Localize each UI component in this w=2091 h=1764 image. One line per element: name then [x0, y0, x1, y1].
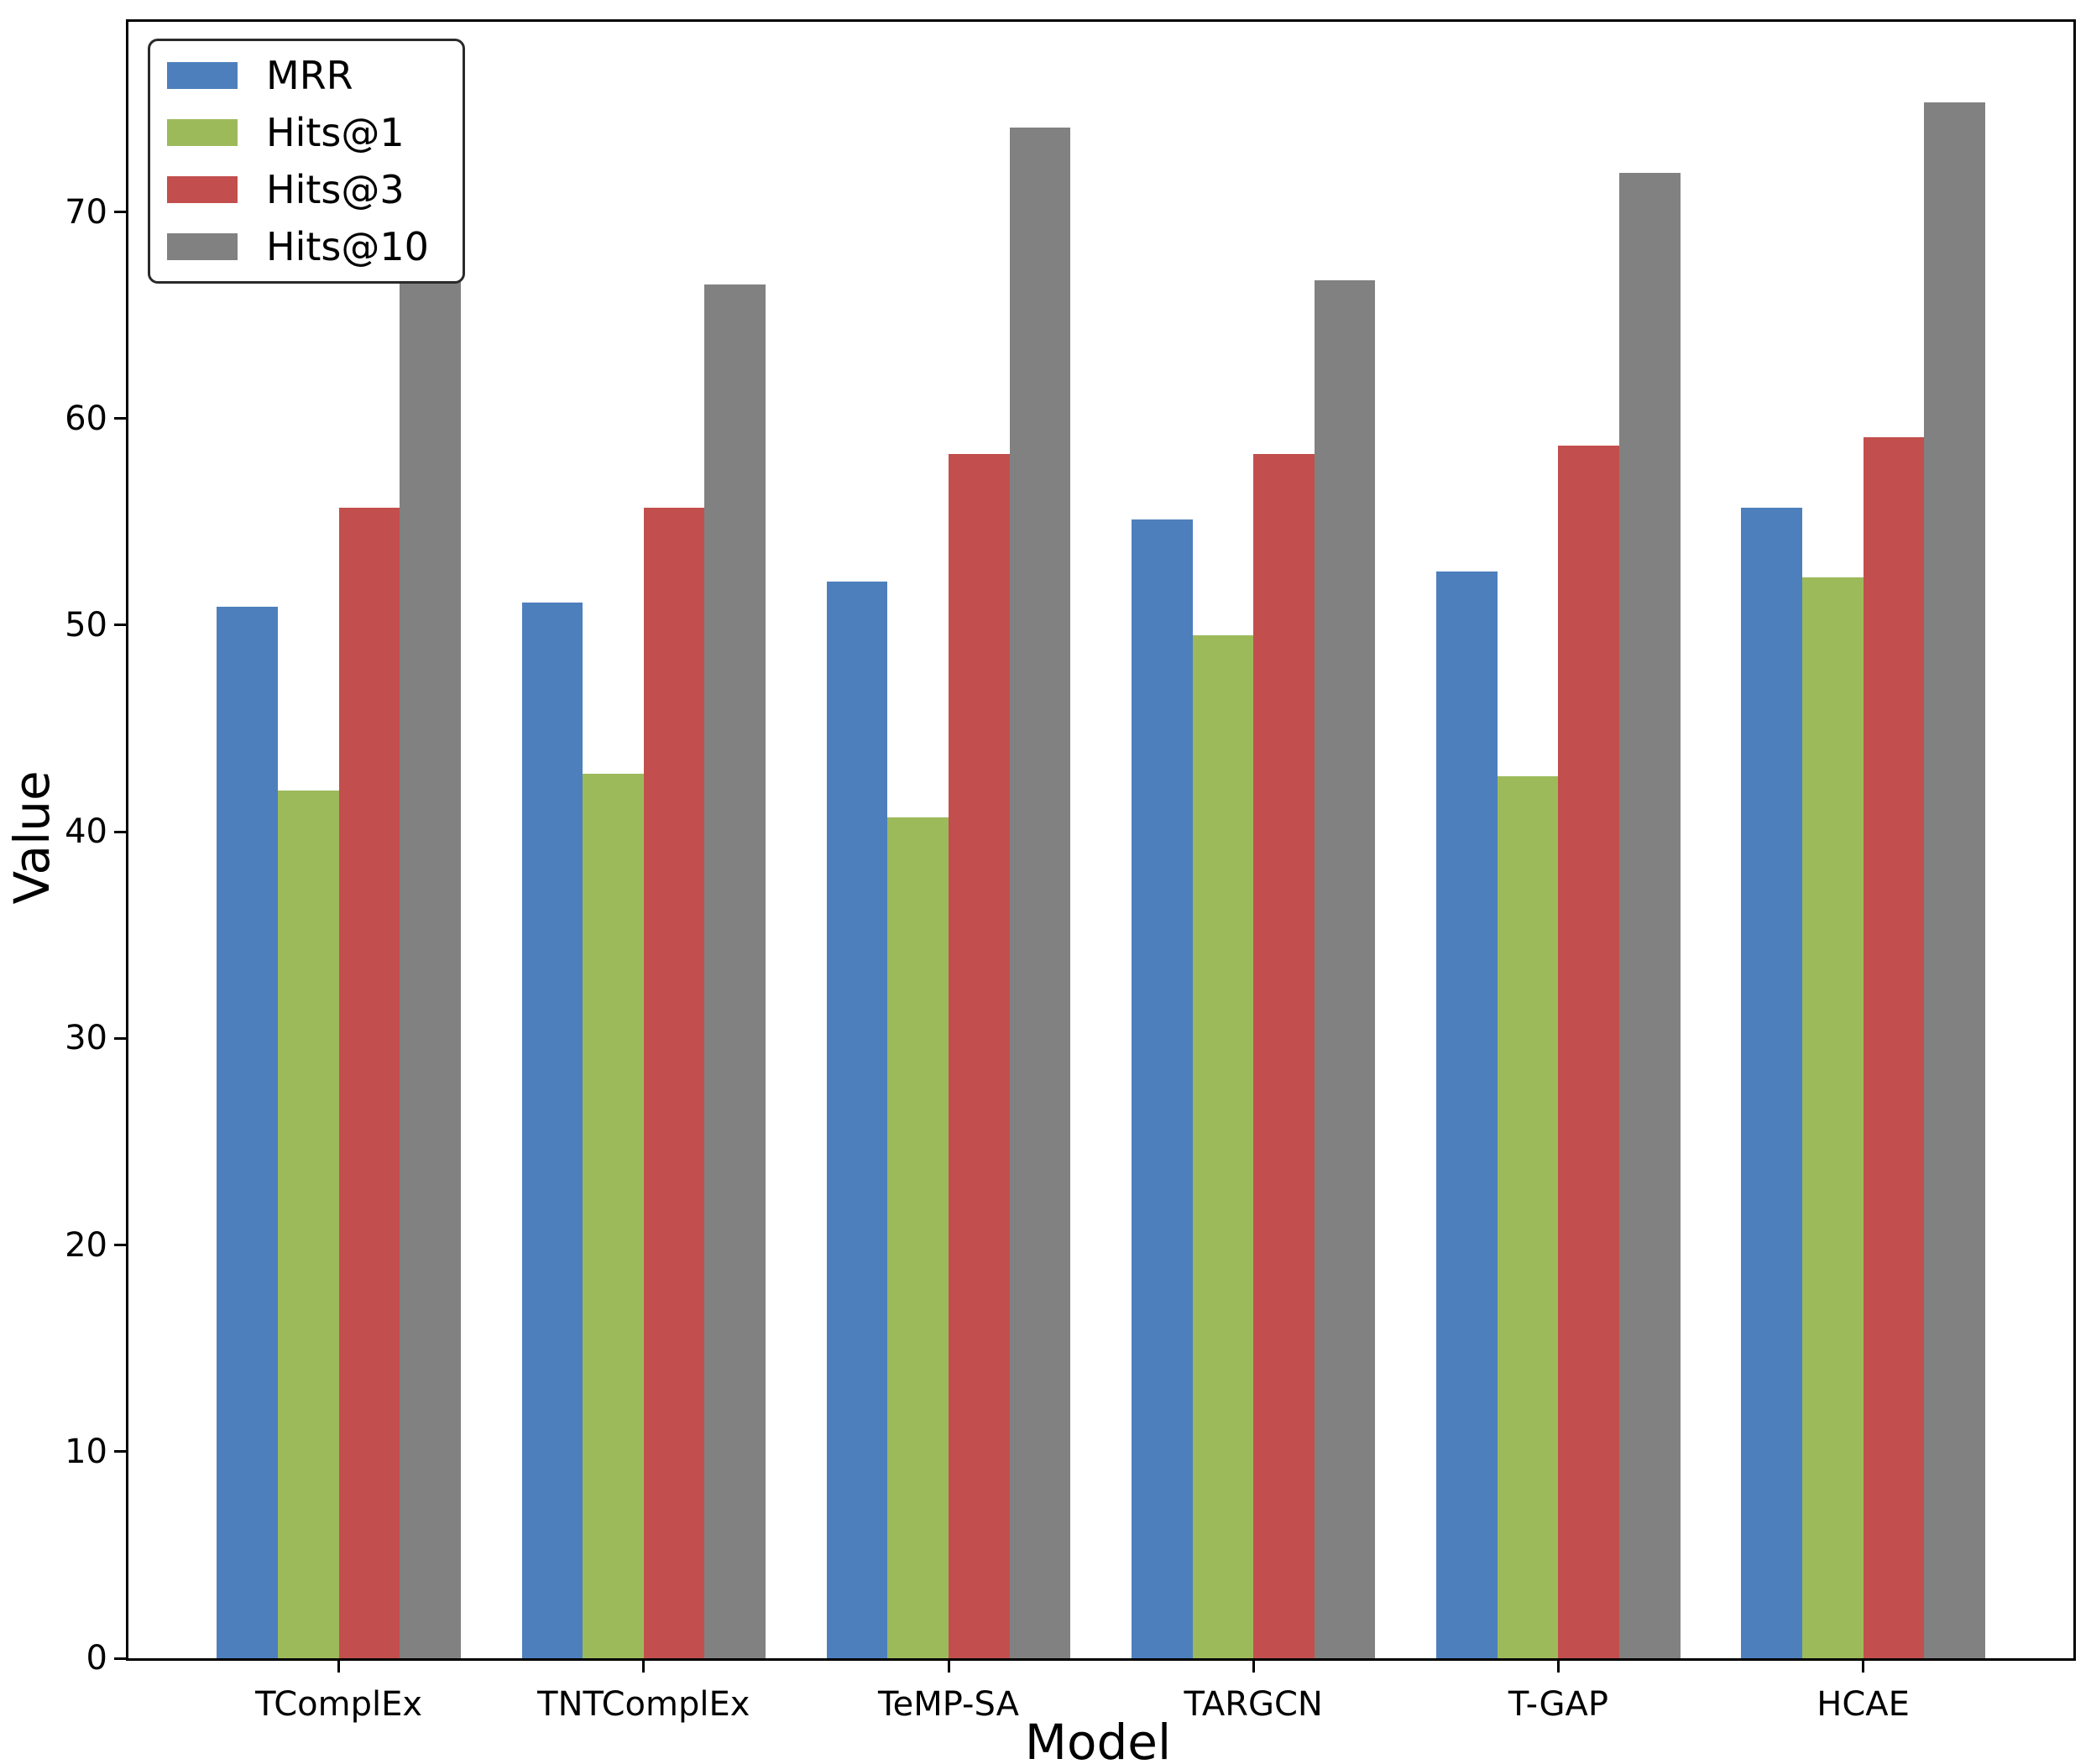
- x-tick-mark: [947, 1661, 950, 1673]
- bar-Hits@1-HCAE: [1801, 577, 1864, 1658]
- x-tick-label-TComplEx: TComplEx: [255, 1685, 423, 1724]
- legend-swatch-Hits@10: [167, 233, 238, 260]
- bar-Hits@1-TComplEx: [277, 790, 339, 1658]
- legend-label: Hits@10: [266, 224, 429, 269]
- y-tick-mark: [114, 1036, 126, 1040]
- bar-MRR-HCAE: [1741, 507, 1802, 1658]
- bar-MRR-TComplEx: [217, 606, 278, 1658]
- x-tick-mark: [1556, 1661, 1560, 1673]
- legend-item-MRR: MRR: [167, 56, 429, 95]
- legend-label: MRR: [266, 53, 353, 98]
- y-tick-mark: [114, 417, 126, 420]
- x-tick-label-HCAE: HCAE: [1817, 1685, 1910, 1724]
- y-tick-mark: [114, 1450, 126, 1453]
- y-tick-label: 40: [65, 812, 107, 852]
- bar-MRR-TeMP-SA: [826, 582, 888, 1658]
- bar-Hits@3-T-GAP: [1558, 445, 1620, 1658]
- y-tick-label: 50: [65, 605, 107, 645]
- bar-Hits@10-TeMP-SA: [1009, 127, 1071, 1658]
- bar-Hits@3-HCAE: [1863, 436, 1925, 1658]
- bar-Hits@3-TComplEx: [338, 507, 400, 1658]
- x-tick-mark: [1862, 1661, 1865, 1673]
- y-tick-mark: [114, 624, 126, 627]
- bar-Hits@10-TARGCN: [1314, 279, 1376, 1658]
- y-tick-label: 70: [65, 192, 107, 232]
- bar-Hits@1-TeMP-SA: [887, 817, 949, 1658]
- bar-Hits@10-TNTComplEx: [704, 284, 766, 1658]
- x-tick-label-TARGCN: TARGCN: [1184, 1685, 1323, 1724]
- bar-MRR-T-GAP: [1436, 571, 1498, 1658]
- x-tick-mark: [642, 1661, 646, 1673]
- bar-Hits@10-T-GAP: [1619, 172, 1681, 1658]
- bar-Hits@10-HCAE: [1924, 102, 1985, 1658]
- bar-Hits@3-TARGCN: [1253, 453, 1315, 1658]
- bar-Hits@1-TARGCN: [1192, 635, 1254, 1658]
- y-tick-mark: [114, 830, 126, 833]
- x-axis-label: Model: [1024, 1714, 1172, 1764]
- legend-item-Hits@10: Hits@10: [167, 227, 429, 266]
- x-tick-mark: [1252, 1661, 1255, 1673]
- plot-area: MRR Hits@1 Hits@3 Hits@10 0 10 20 30 40 50 60 70 TC…: [65, 19, 2076, 1721]
- x-tick-label-T-GAP: T-GAP: [1508, 1685, 1608, 1724]
- legend-swatch-Hits@1: [167, 119, 238, 146]
- y-tick-label: 60: [65, 399, 107, 438]
- x-tick-label-TeMP-SA: TeMP-SA: [878, 1685, 1019, 1724]
- bar-Hits@10-TComplEx: [400, 259, 461, 1658]
- bar-MRR-TARGCN: [1131, 519, 1193, 1658]
- legend-label: Hits@3: [266, 167, 405, 212]
- y-tick-mark: [114, 1657, 126, 1660]
- bar-Hits@1-TNTComplEx: [583, 774, 644, 1658]
- legend-swatch-Hits@3: [167, 176, 238, 203]
- y-tick-label: 0: [86, 1639, 107, 1678]
- y-axis-label: Value: [3, 770, 60, 905]
- y-tick-label: 10: [65, 1432, 107, 1471]
- bar-Hits@3-TNTComplEx: [643, 507, 705, 1658]
- y-tick-label: 20: [65, 1225, 107, 1265]
- legend-label: Hits@1: [266, 110, 405, 155]
- y-tick-label: 30: [65, 1019, 107, 1058]
- legend-item-Hits@3: Hits@3: [167, 170, 429, 209]
- x-tick-mark: [337, 1661, 341, 1673]
- y-tick-mark: [114, 1244, 126, 1247]
- x-tick-label-TNTComplEx: TNTComplEx: [537, 1685, 750, 1724]
- y-tick-mark: [114, 211, 126, 213]
- bar-MRR-TNTComplEx: [521, 602, 583, 1658]
- legend-swatch-MRR: [167, 62, 238, 89]
- legend: MRR Hits@1 Hits@3 Hits@10: [148, 39, 465, 284]
- legend-item-Hits@1: Hits@1: [167, 113, 429, 152]
- bar-Hits@1-T-GAP: [1497, 775, 1559, 1658]
- bar-Hits@3-TeMP-SA: [949, 453, 1010, 1658]
